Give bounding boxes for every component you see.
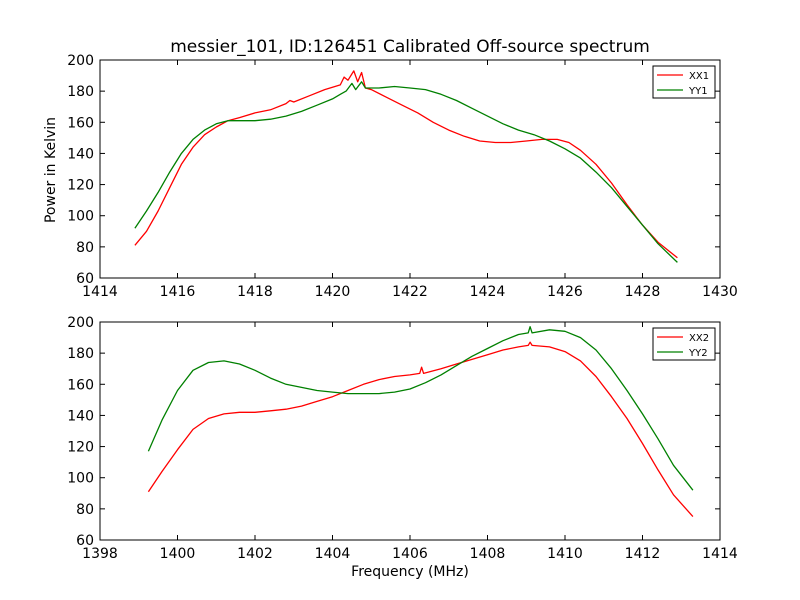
legend-label-xx2: XX2: [689, 333, 709, 344]
y-tick-label: 120: [67, 440, 94, 456]
legend-box: [652, 327, 716, 361]
x-tick-label: 1402: [237, 546, 273, 562]
y-tick-label: 80: [76, 502, 94, 518]
x-tick-label: 1426: [547, 284, 583, 300]
y-tick-label: 180: [67, 346, 94, 362]
x-tick-label: 1414: [702, 546, 738, 562]
series-line-yy2: [147, 326, 694, 491]
legend-label-yy1: YY1: [688, 86, 708, 97]
y-tick-label: 100: [67, 209, 94, 225]
y-tick-label: 140: [67, 146, 94, 162]
x-tick-label: 1430: [702, 284, 738, 300]
x-axis-label: Frequency (MHz): [351, 564, 469, 580]
legend-label-yy2: YY2: [688, 348, 708, 359]
series-line-xx2: [147, 341, 694, 518]
x-tick-label: 1400: [160, 546, 196, 562]
plot-top: 1414 1416 1418 1420 1422 1424 1426 1428 1430 60 80…: [67, 53, 738, 300]
x-tick-label: 1404: [315, 546, 351, 562]
y-tick-label: 100: [67, 471, 94, 487]
series-line-yy1: [134, 81, 678, 263]
x-tick-label: 1410: [547, 546, 583, 562]
x-tick-label: 1422: [392, 284, 428, 300]
y-tick-label: 140: [67, 408, 94, 424]
y-tick-label: 120: [67, 178, 94, 194]
x-tick-label: 1406: [392, 546, 428, 562]
x-tick-label: 1398: [82, 546, 118, 562]
y-tick-label: 80: [76, 240, 94, 256]
series-line-xx1: [134, 70, 678, 259]
y-tick-label: 160: [67, 377, 94, 393]
y-tick-label: 60: [76, 271, 94, 287]
x-tick-label: 1420: [315, 284, 351, 300]
x-tick-label: 1418: [237, 284, 273, 300]
x-tick-label: 1428: [625, 284, 661, 300]
figure-title: messier_101, ID:126451 Calibrated Off-so…: [170, 37, 650, 57]
x-tick-label: 1416: [160, 284, 196, 300]
y-tick-label: 200: [67, 53, 94, 69]
plot-bottom: 1398 1400 1402 1404 1406 1408 1410 1412 1414 60 80…: [67, 315, 738, 562]
y-tick-label: 160: [67, 115, 94, 131]
y-axis-label: Power in Kelvin: [43, 117, 59, 223]
legend-label-xx1: XX1: [689, 71, 709, 82]
x-tick-label: 1414: [82, 284, 118, 300]
x-tick-label: 1424: [470, 284, 506, 300]
legend-box: [652, 65, 716, 99]
y-tick-label: 180: [67, 84, 94, 100]
y-tick-label: 200: [67, 315, 94, 331]
x-tick-label: 1412: [625, 546, 661, 562]
x-tick-label: 1408: [470, 546, 506, 562]
y-tick-label: 60: [76, 533, 94, 549]
